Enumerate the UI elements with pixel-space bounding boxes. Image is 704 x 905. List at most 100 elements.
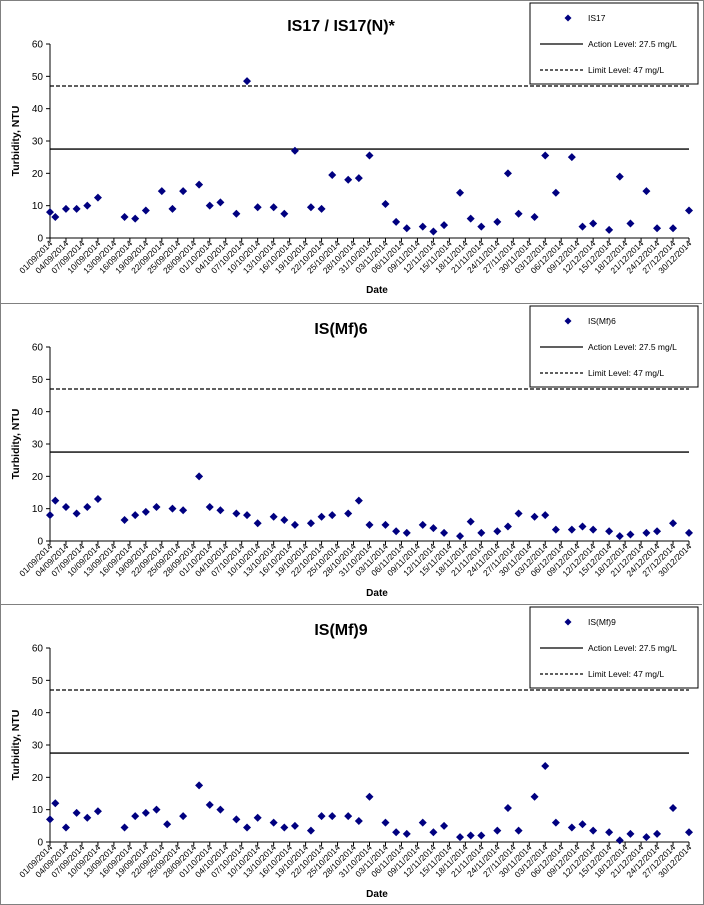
data-point	[317, 812, 326, 821]
chart-panel-is17: IS17 / IS17(N)* 0 10 20 30 40 50 60 01/09/2014 04…	[1, 1, 702, 300]
data-point	[290, 146, 299, 155]
data-point	[216, 805, 225, 814]
data-point	[280, 823, 289, 832]
y-tick-label: 50	[32, 72, 44, 83]
data-point	[216, 198, 225, 207]
data-point	[418, 222, 427, 231]
y-tick-label: 0	[37, 537, 43, 548]
data-point	[615, 532, 624, 541]
y-axis-label: Turbidity, NTU	[10, 409, 22, 480]
data-point	[365, 792, 374, 801]
data-point	[541, 762, 550, 771]
data-point	[243, 823, 252, 832]
data-point	[541, 151, 550, 160]
data-point	[93, 193, 102, 202]
data-point	[578, 522, 587, 531]
data-point	[306, 203, 315, 212]
data-point	[232, 509, 241, 518]
data-point	[381, 818, 390, 827]
data-point	[365, 151, 374, 160]
data-point	[205, 201, 214, 210]
data-point	[477, 528, 486, 537]
data-point	[46, 511, 54, 520]
data-point	[72, 808, 81, 817]
data-point	[578, 820, 587, 829]
chart-ismf9: IS(Mf)9010203040506001/09/201404/09/2014…	[10, 606, 699, 900]
chart-title: IS17 / IS17(N)*	[287, 18, 395, 35]
data-point	[392, 828, 401, 837]
y-tick-label: 20	[32, 472, 44, 483]
data-point	[61, 503, 70, 512]
data-point	[381, 520, 390, 529]
x-axis-label: Date	[366, 889, 388, 900]
data-point	[344, 812, 353, 821]
data-point	[456, 833, 465, 842]
chart-title: IS(Mf)6	[314, 321, 367, 338]
data-point	[503, 522, 512, 531]
data-point	[653, 224, 662, 233]
legend-label: IS(Mf)9	[588, 617, 616, 627]
data-point	[551, 188, 560, 197]
data-point	[163, 820, 172, 829]
data-point	[253, 813, 262, 822]
data-point	[83, 503, 92, 512]
data-point	[530, 792, 539, 801]
data-point	[605, 225, 614, 234]
legend-marker	[564, 618, 572, 626]
data-point	[354, 816, 363, 825]
data-point	[232, 815, 241, 824]
data-point	[440, 221, 449, 230]
data-point	[642, 187, 651, 196]
data-point	[205, 800, 214, 809]
y-tick-label: 60	[32, 40, 44, 51]
data-point	[589, 826, 598, 835]
data-point	[392, 527, 401, 536]
data-point	[243, 77, 252, 86]
data-point	[344, 175, 353, 184]
data-point	[328, 511, 337, 520]
legend-label: Limit Level: 47 mg/L	[588, 368, 664, 378]
data-point	[93, 494, 102, 503]
y-tick-label: 0	[37, 838, 43, 849]
data-point	[72, 509, 81, 518]
y-tick-label: 30	[32, 741, 44, 752]
chart-is17: IS17 / IS17(N)*010203040506001/09/201404…	[10, 2, 699, 296]
data-point	[402, 528, 411, 537]
data-point	[306, 519, 315, 528]
data-point	[418, 520, 427, 529]
data-point	[429, 828, 438, 837]
data-point	[551, 818, 560, 827]
data-point	[131, 511, 140, 520]
y-tick-label: 10	[32, 504, 44, 515]
data-point	[551, 525, 560, 534]
data-point	[141, 808, 150, 817]
data-point	[120, 823, 129, 832]
data-point	[514, 509, 523, 518]
chart-panel-ismf6: IS(Mf)6 0 10 20 30 40 50 60 01/09/2014 04/09/2014…	[1, 303, 702, 603]
data-point	[615, 836, 624, 845]
y-tick-label: 50	[32, 676, 44, 687]
data-point	[456, 188, 465, 197]
data-point	[466, 214, 475, 223]
data-point	[589, 525, 598, 534]
data-point	[392, 217, 401, 226]
data-point	[653, 829, 662, 838]
data-point	[290, 520, 299, 529]
y-tick-label: 30	[32, 440, 44, 451]
data-point	[216, 506, 225, 515]
data-point	[141, 206, 150, 215]
legend-label: IS(Mf)6	[588, 316, 616, 326]
data-point	[440, 821, 449, 830]
data-point	[168, 204, 177, 213]
data-point	[626, 219, 635, 228]
data-point	[179, 187, 188, 196]
data-point	[642, 528, 651, 537]
data-point	[51, 212, 60, 221]
data-point	[365, 520, 374, 529]
data-point	[514, 209, 523, 218]
data-point	[530, 512, 539, 521]
data-point	[328, 170, 337, 179]
data-point	[317, 512, 326, 521]
data-point	[51, 799, 60, 808]
data-point	[83, 201, 92, 210]
